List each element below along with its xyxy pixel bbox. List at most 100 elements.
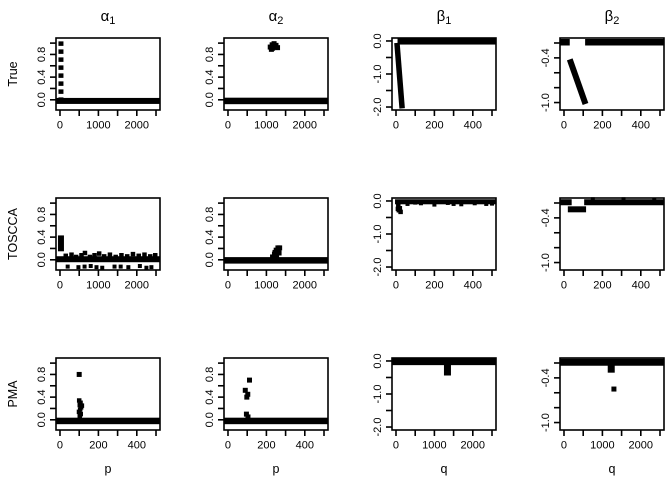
- x-axis: 0 200 400: [57, 430, 157, 452]
- plot-box: [223, 357, 329, 431]
- y-tick-label: 0.8: [204, 207, 216, 222]
- panel-title: β1: [437, 8, 452, 27]
- panel-pma-beta2: 0 1000 2000 -0.4 -1.0 q: [504, 320, 672, 480]
- x-tick-label: 200: [425, 280, 443, 292]
- x-tick-label: 0: [393, 120, 399, 132]
- x-tick-label: 400: [632, 120, 650, 132]
- plot-toscca-beta1: 0 200 400 0.0 -1.0 -2.0: [372, 193, 497, 292]
- plot-box: [559, 37, 665, 111]
- x-axis: 0 200 400: [393, 270, 493, 292]
- row-label: TOSCCA: [6, 207, 20, 260]
- x-tick-label: 0: [393, 280, 399, 292]
- y-axis: 0.0 -1.0 -2.0: [372, 193, 392, 277]
- y-axis: 0.0 0.4 0.8: [204, 362, 224, 427]
- x-axis: 0 1000 2000: [57, 110, 157, 132]
- y-axis: 0.0 0.4 0.8: [204, 202, 224, 267]
- x-tick-label: 1000: [590, 440, 614, 452]
- x-tick-label: 200: [257, 440, 275, 452]
- y-tick-label: -1.0: [372, 225, 384, 244]
- y-tick-label: 0.8: [36, 367, 48, 382]
- x-tick-label: 0: [225, 440, 231, 452]
- y-axis: -0.4 -1.0: [540, 42, 560, 112]
- plot-box: [223, 197, 329, 271]
- x-tick-label: 200: [89, 440, 107, 452]
- y-tick-label: 0.4: [36, 69, 48, 84]
- plot-box: [55, 37, 161, 111]
- data-marks: [56, 371, 160, 425]
- x-tick-label: 0: [57, 280, 63, 292]
- plot-true-beta2: 0 200 400 -0.4 -1.0 β2: [540, 8, 665, 132]
- y-tick-label: -2.0: [372, 98, 384, 117]
- x-axis: 0 200 400: [225, 430, 325, 452]
- x-tick-label: 0: [393, 440, 399, 452]
- y-tick-label: 0.4: [204, 229, 216, 244]
- x-tick-label: 2000: [629, 440, 653, 452]
- plot-toscca-beta2: 0 200 400 -0.4 -1.0: [540, 197, 665, 292]
- data-marks: [560, 197, 664, 213]
- panel-title: α2: [269, 8, 284, 27]
- y-tick-label: -2.0: [372, 418, 384, 437]
- x-tick-label: 0: [57, 120, 63, 132]
- x-axis: 0 200 400: [561, 110, 661, 132]
- x-axis: 0 200 400: [393, 110, 493, 132]
- plot-toscca-alpha2: 0 1000 2000 0.0 0.4 0.8: [204, 197, 329, 292]
- plot-box: [391, 197, 497, 271]
- panel-true-beta2: 0 200 400 -0.4 -1.0 β2: [504, 0, 672, 165]
- row-label: True: [6, 61, 20, 86]
- y-tick-label: 0.8: [204, 367, 216, 382]
- data-marks: [56, 41, 160, 104]
- row-label: PMA: [6, 380, 20, 408]
- y-tick-label: -0.4: [540, 368, 552, 387]
- plot-box: [55, 197, 161, 271]
- panel-title: β2: [605, 8, 620, 27]
- x-tick-label: 400: [128, 440, 146, 452]
- panel-pma-alpha2: 0 200 400 0.0 0.4 0.8 p: [168, 320, 336, 480]
- plot-box: [391, 37, 497, 111]
- x-tick-label: 1000: [422, 440, 446, 452]
- x-tick-label: 1000: [254, 120, 278, 132]
- x-axis: 0 1000 2000: [561, 430, 661, 452]
- x-axis-label: p: [105, 462, 112, 476]
- x-tick-label: 400: [464, 280, 482, 292]
- x-tick-label: 400: [296, 440, 314, 452]
- data-marks: [224, 377, 328, 425]
- x-tick-label: 200: [593, 280, 611, 292]
- y-tick-label: 0.0: [36, 412, 48, 427]
- panel-toscca-alpha2: 0 1000 2000 0.0 0.4 0.8: [168, 160, 336, 325]
- y-tick-label: 0.4: [204, 69, 216, 84]
- y-axis: 0.0 -1.0 -2.0: [372, 33, 392, 117]
- panel-toscca-beta2: 0 200 400 -0.4 -1.0: [504, 160, 672, 325]
- y-tick-label: -1.0: [372, 385, 384, 404]
- panel-true-alpha2: 0 1000 2000 0.0 0.4 0.8 α2: [168, 0, 336, 165]
- y-tick-label: 0.0: [36, 252, 48, 267]
- y-tick-label: 0.8: [204, 47, 216, 62]
- y-axis: 0.0 0.4 0.8: [36, 42, 56, 107]
- y-tick-label: 0.0: [204, 252, 216, 267]
- y-tick-label: 0.8: [36, 207, 48, 222]
- y-axis: -0.4 -1.0: [540, 202, 560, 272]
- x-axis-label: p: [273, 462, 280, 476]
- x-tick-label: 2000: [125, 120, 149, 132]
- y-tick-label: 0.0: [204, 92, 216, 107]
- y-tick-label: 0.0: [372, 33, 384, 48]
- x-tick-label: 200: [593, 120, 611, 132]
- x-axis: 0 1000 2000: [57, 270, 157, 292]
- x-tick-label: 2000: [461, 440, 485, 452]
- x-axis-label: q: [441, 462, 448, 476]
- data-marks: [395, 199, 496, 215]
- plot-true-alpha1: 0 1000 2000 0.0 0.4 0.8 α1 True: [6, 8, 161, 132]
- x-tick-label: 0: [57, 440, 63, 452]
- x-axis: 0 200 400: [561, 270, 661, 292]
- plot-pma-alpha1: 0 200 400 0.0 0.4 0.8 PMA p: [6, 357, 161, 476]
- x-tick-label: 1000: [86, 120, 110, 132]
- y-tick-label: 0.0: [372, 353, 384, 368]
- x-tick-label: 0: [561, 120, 567, 132]
- y-tick-label: -2.0: [372, 258, 384, 277]
- y-tick-label: 0.4: [204, 389, 216, 404]
- x-tick-label: 0: [561, 440, 567, 452]
- x-axis: 0 1000 2000: [225, 110, 325, 132]
- y-tick-label: 0.8: [36, 47, 48, 62]
- plot-box: [559, 197, 665, 271]
- plot-pma-beta2: 0 1000 2000 -0.4 -1.0 q: [540, 357, 665, 476]
- x-tick-label: 1000: [86, 280, 110, 292]
